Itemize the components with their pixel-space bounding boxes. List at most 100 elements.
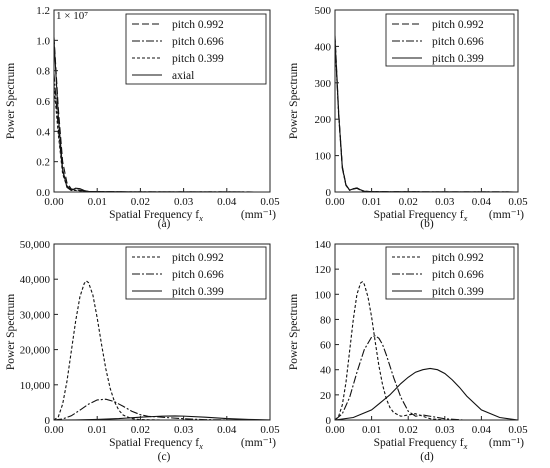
y-tick-label: 0: [326, 187, 332, 199]
x-axis-unit: (mm⁻¹): [489, 209, 524, 221]
y-tick-label: 0.2: [36, 157, 50, 169]
x-axis-label-sub: x: [463, 213, 468, 223]
x-tick-label: 0.00: [325, 196, 345, 208]
x-tick-label: 0.04: [217, 424, 237, 436]
x-axis-label-text: Spatial Frequency f: [109, 209, 199, 221]
x-axis-label: Spatial Frequency fx: [109, 437, 203, 451]
y-tick-label: 40,000: [20, 274, 51, 286]
legend-entry: pitch 0.696: [432, 269, 484, 281]
x-axis-label-sub: x: [198, 441, 203, 451]
x-tick-label: 0.05: [508, 424, 528, 436]
x-axis-unit: (mm⁻¹): [489, 437, 524, 449]
legend-box: [125, 13, 267, 85]
y-tick-label: 40: [320, 365, 332, 377]
x-tick-label: 0.05: [508, 196, 528, 208]
x-tick-label: 0.04: [472, 424, 492, 436]
legend-entry: pitch 0.696: [172, 269, 224, 281]
x-tick-label: 0.00: [44, 196, 64, 208]
series-line-c-2: [54, 415, 270, 420]
legend-entry: pitch 0.696: [172, 36, 224, 48]
y-tick-label: 30,000: [20, 309, 51, 321]
x-tick-label: 0.03: [435, 424, 455, 436]
y-tick-label: 500: [315, 5, 332, 17]
legend-entry: pitch 0.992: [432, 252, 484, 264]
plot-frame: [334, 243, 519, 421]
y-tick-label: 1.2: [36, 5, 50, 17]
legend-entry: pitch 0.399: [432, 286, 484, 298]
x-axis-label-sub: x: [463, 441, 468, 451]
panel-label: (c): [158, 451, 171, 463]
x-axis-label-text: Spatial Frequency f: [109, 437, 199, 449]
legend-entry: pitch 0.992: [172, 252, 224, 264]
panel-c: 0.00 0.01 0.02 0.03 0.04 0.05 0 10,000 20,000 30,…: [5, 239, 280, 463]
legend-entry: pitch 0.399: [432, 53, 484, 65]
series-line-d-1: [335, 335, 518, 420]
y-tick-label: 20: [320, 390, 332, 402]
legend: pitch 0.992 pitch 0.696 pitch 0.399 axial: [125, 13, 267, 85]
y-tick-label: 300: [315, 78, 332, 90]
y-tick-label: 0: [45, 415, 51, 427]
y-tick-label: 50,000: [20, 239, 51, 251]
panel-b: 0.00 0.01 0.02 0.03 0.04 0.05 0 100 200 300 400 500…: [288, 5, 528, 230]
legend: pitch 0.992 pitch 0.696 pitch 0.399: [385, 246, 515, 300]
y-axis-label: Power Spectrum: [5, 294, 17, 370]
x-tick-label: 0.01: [88, 424, 107, 436]
series-line-a-2: [54, 85, 270, 192]
x-tick-label: 0.03: [174, 424, 194, 436]
x-tick-label: 0.02: [399, 196, 418, 208]
x-tick-label: 0.03: [174, 196, 194, 208]
legend-entry: pitch 0.399: [172, 53, 224, 65]
x-tick-label: 0.04: [472, 196, 492, 208]
series-line-a-1: [54, 73, 270, 192]
x-tick-label: 0.02: [131, 196, 150, 208]
y-tick-label: 400: [315, 41, 332, 53]
y-tick-label: 100: [315, 289, 332, 301]
y-tick-label: 80: [320, 314, 332, 326]
legend-entry: pitch 0.992: [432, 19, 484, 31]
legend-entry: pitch 0.992: [172, 19, 224, 31]
y-tick-label: 0.8: [36, 66, 50, 78]
x-axis-label: Spatial Frequency fx: [374, 209, 468, 223]
x-tick-label: 0.00: [325, 424, 345, 436]
y-tick-label: 20,000: [20, 345, 51, 357]
legend-entry: pitch 0.696: [432, 36, 484, 48]
legend-box: [385, 246, 515, 300]
y-tick-label: 100: [315, 151, 332, 163]
x-axis-label: Spatial Frequency fx: [374, 437, 468, 451]
x-tick-label: 0.01: [362, 424, 381, 436]
panel-d: 0.00 0.01 0.02 0.03 0.04 0.05 0 20 40 60 80 100 120 1…: [288, 239, 528, 463]
y-tick-label: 0: [326, 415, 332, 427]
y-axis-label: Power Spectrum: [288, 294, 300, 370]
y-tick-label: 140: [315, 239, 332, 251]
plot-frame: [334, 9, 519, 193]
x-tick-label: 0.00: [44, 424, 64, 436]
x-axis-label-text: Spatial Frequency f: [374, 437, 464, 449]
y-tick-label: 10,000: [20, 380, 51, 392]
x-tick-label: 0.02: [399, 424, 418, 436]
panel-label: (a): [158, 218, 171, 230]
x-axis-label-text: Spatial Frequency f: [374, 209, 464, 221]
panel-label: (d): [420, 451, 434, 463]
x-tick-label: 0.03: [435, 196, 455, 208]
series-line-c-0: [54, 280, 270, 420]
x-tick-label: 0.01: [88, 196, 107, 208]
y-tick-label: 120: [315, 264, 332, 276]
plot-frame: [53, 243, 271, 421]
series-line-d-2: [335, 367, 518, 420]
x-axis-label: Spatial Frequency fx: [109, 209, 203, 223]
x-axis-unit: (mm⁻¹): [241, 209, 276, 221]
legend-box: [125, 246, 267, 300]
scale-note: 1 × 10⁷: [56, 10, 88, 22]
series-line-c-1: [54, 398, 270, 420]
legend-box: [385, 13, 515, 67]
x-tick-label: 0.05: [260, 424, 280, 436]
legend: pitch 0.992 pitch 0.696 pitch 0.399: [385, 13, 515, 67]
y-tick-label: 0.6: [36, 96, 50, 108]
y-axis-label: Power Spectrum: [288, 63, 300, 139]
x-tick-label: 0.04: [217, 196, 237, 208]
x-axis-label-sub: x: [198, 213, 203, 223]
x-axis-unit: (mm⁻¹): [241, 437, 276, 449]
series-line-d-0: [335, 280, 518, 420]
x-tick-label: 0.02: [131, 424, 150, 436]
